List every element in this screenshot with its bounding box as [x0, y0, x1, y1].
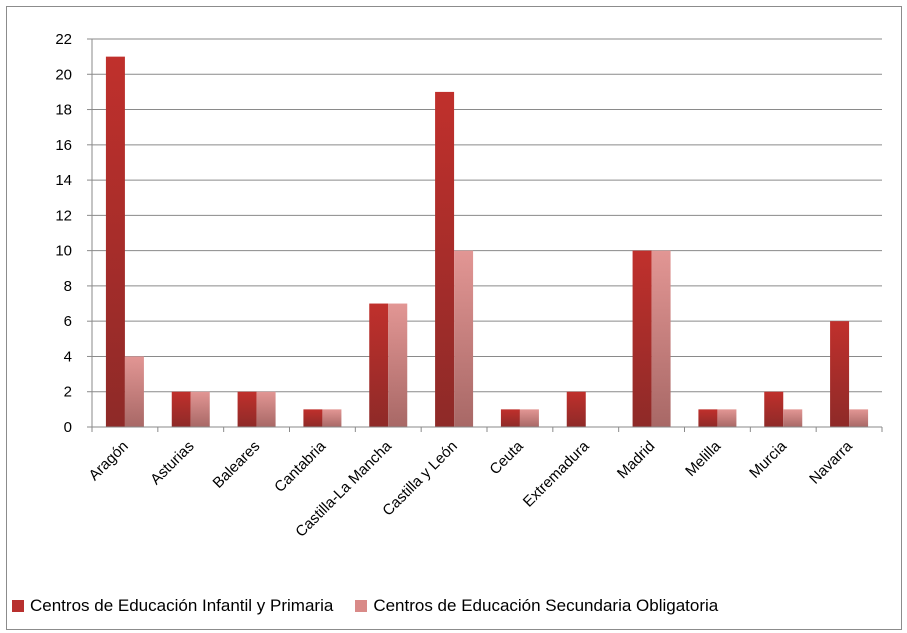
bar-secundaria	[783, 409, 803, 427]
bar-primaria	[500, 409, 520, 427]
bar-primaria	[830, 321, 850, 427]
bar-secundaria	[849, 409, 869, 427]
gridlines	[92, 38, 882, 393]
bar-secundaria	[519, 409, 539, 427]
legend-item-primaria: Centros de Educación Infantil y Primaria	[12, 596, 333, 616]
y-tick-label: 6	[64, 313, 72, 330]
axes	[87, 38, 883, 432]
x-tick-label: Navarra	[806, 437, 856, 487]
bar-primaria	[435, 91, 455, 427]
y-tick-label: 0	[64, 419, 72, 436]
y-tick-label: 18	[55, 102, 72, 119]
y-tick-label: 4	[64, 348, 72, 365]
legend-label-primaria: Centros de Educación Infantil y Primaria	[30, 596, 334, 615]
y-tick-label: 8	[64, 278, 72, 295]
bar-secundaria	[717, 409, 737, 427]
legend-label-secundaria: Centros de Educación Secundaria Obligato…	[373, 596, 719, 615]
x-tick-label: Extremadura	[520, 437, 593, 510]
bar-secundaria	[190, 391, 210, 427]
y-tick-label: 2	[64, 384, 72, 401]
y-tick-label: 14	[55, 172, 72, 189]
y-tick-label: 16	[55, 137, 72, 154]
y-tick-label: 22	[55, 31, 72, 48]
bar-primaria	[105, 56, 125, 428]
bar-primaria	[764, 391, 784, 427]
bar-secundaria	[256, 391, 276, 427]
bar-primaria	[171, 391, 191, 427]
x-tick-label: Ceuta	[486, 437, 527, 478]
bar-primaria	[303, 409, 323, 427]
bar-secundaria	[454, 250, 474, 427]
bar-secundaria	[124, 356, 144, 427]
bar-secundaria	[388, 303, 408, 427]
x-tick-label: Asturias	[147, 438, 197, 488]
legend-swatch-primaria	[12, 600, 24, 612]
x-tick-label: Aragón	[86, 438, 132, 484]
x-tick-label: Baleares	[210, 438, 264, 492]
bar-secundaria	[651, 250, 671, 427]
bar-primaria	[369, 303, 389, 427]
bar-primaria	[698, 409, 718, 427]
y-tick-label: 10	[55, 243, 72, 260]
bar-secundaria	[322, 409, 342, 427]
x-tick-label: Murcia	[746, 437, 790, 481]
bar-primaria	[237, 391, 257, 427]
legend: Centros de Educación Infantil y Primaria…	[12, 596, 740, 616]
legend-item-secundaria: Centros de Educación Secundaria Obligato…	[355, 596, 718, 616]
y-tick-label: 20	[55, 66, 72, 83]
bar-primaria	[632, 250, 652, 427]
x-tick-label: Cantabria	[271, 437, 329, 495]
x-tick-label: Madrid	[614, 438, 658, 482]
bar-primaria	[566, 391, 586, 427]
y-tick-label: 12	[55, 207, 72, 224]
bars	[105, 56, 869, 428]
x-tick-label: Melilla	[682, 437, 725, 480]
legend-swatch-secundaria	[355, 600, 368, 612]
